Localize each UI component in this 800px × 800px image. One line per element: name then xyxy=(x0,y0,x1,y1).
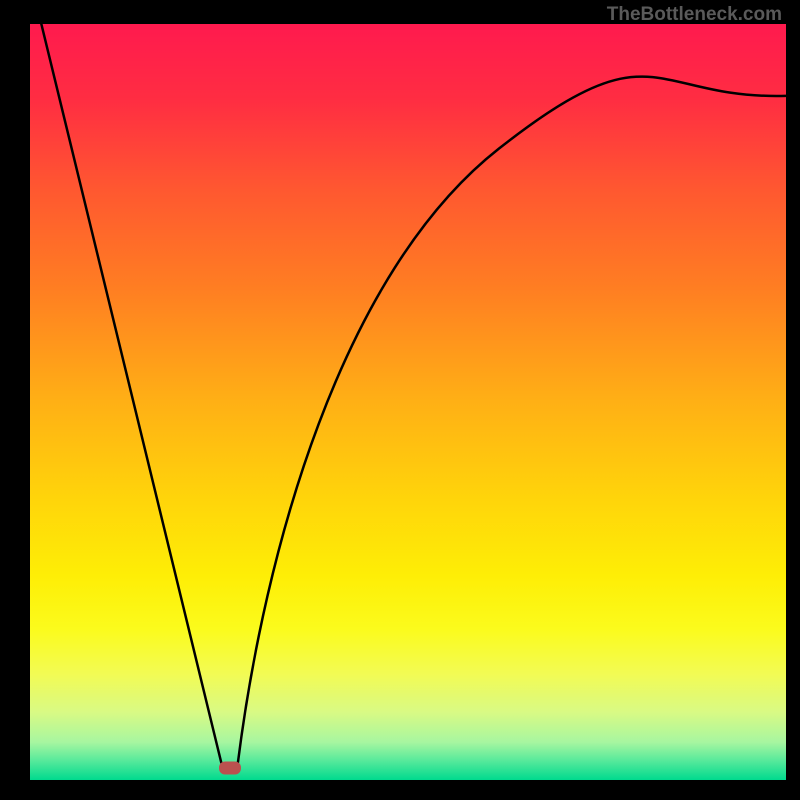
watermark-text: TheBottleneck.com xyxy=(607,4,782,26)
bottleneck-curve xyxy=(30,24,786,780)
optimum-marker xyxy=(219,761,241,774)
chart-plot-area xyxy=(30,24,786,780)
